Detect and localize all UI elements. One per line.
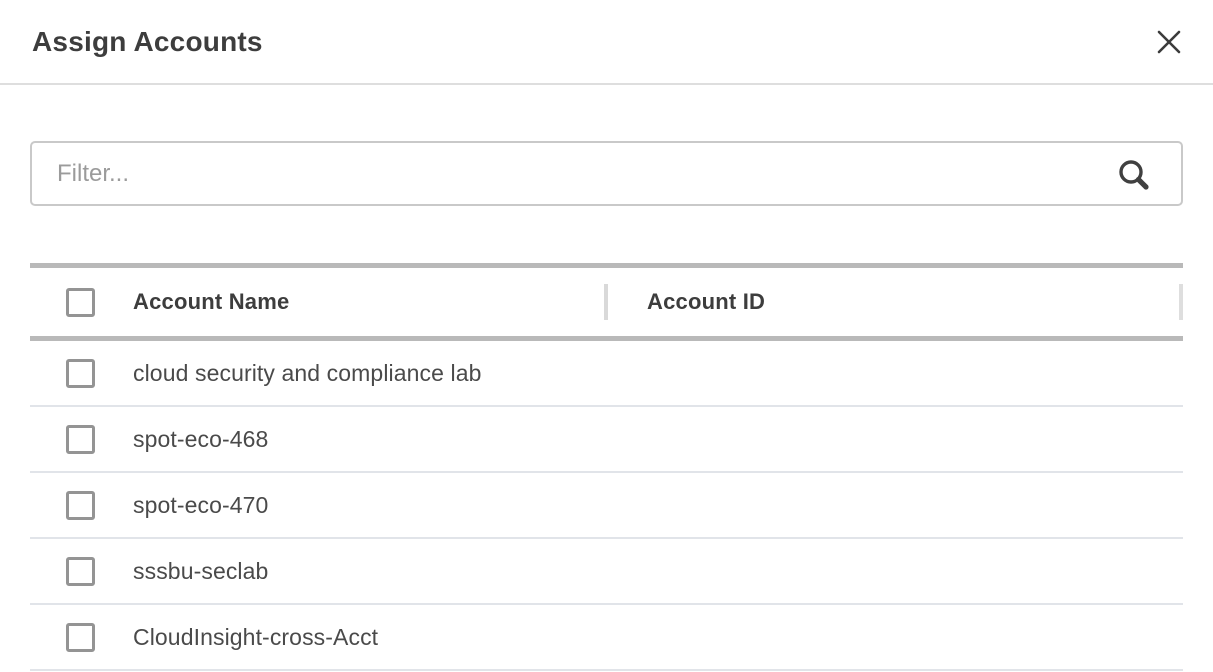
table-row: spot-eco-468 bbox=[30, 407, 1183, 473]
column-header-label: Account Name bbox=[133, 289, 290, 314]
checkbox-cell bbox=[30, 622, 123, 652]
account-name-cell: sssbu-seclab bbox=[133, 557, 269, 584]
table-row: CloudInsight-cross-Acct bbox=[30, 605, 1183, 671]
column-divider bbox=[604, 284, 608, 320]
account-name-cell: CloudInsight-cross-Acct bbox=[133, 623, 379, 650]
table-row: sssbu-seclab bbox=[30, 539, 1183, 605]
checkbox-cell bbox=[30, 424, 123, 454]
account-name-cell: spot-eco-470 bbox=[133, 491, 269, 518]
page-title: Assign Accounts bbox=[32, 25, 263, 57]
row-checkbox[interactable] bbox=[66, 358, 95, 388]
column-header-label: Account ID bbox=[647, 289, 766, 314]
checkbox-cell bbox=[30, 358, 123, 388]
table-header-row: Account Name Account ID bbox=[30, 268, 1183, 336]
close-button[interactable] bbox=[1151, 24, 1187, 60]
table-header-bottom-bar bbox=[30, 336, 1183, 341]
select-all-checkbox[interactable] bbox=[66, 287, 95, 317]
column-header-account-id[interactable]: Account ID bbox=[604, 289, 1183, 315]
column-header-account-name[interactable]: Account Name bbox=[123, 289, 604, 315]
checkbox-cell bbox=[30, 556, 123, 586]
checkbox-cell bbox=[30, 490, 123, 520]
close-icon bbox=[1157, 30, 1181, 53]
row-checkbox[interactable] bbox=[66, 424, 95, 454]
row-checkbox[interactable] bbox=[66, 622, 95, 652]
filter-field bbox=[30, 141, 1183, 206]
filter-input[interactable] bbox=[32, 143, 1181, 204]
row-checkbox[interactable] bbox=[66, 490, 95, 520]
account-name-cell: cloud security and compliance lab bbox=[133, 359, 482, 386]
account-name-cell: spot-eco-468 bbox=[133, 425, 269, 452]
row-checkbox[interactable] bbox=[66, 556, 95, 586]
table-row: spot-eco-470 bbox=[30, 473, 1183, 539]
table-row: cloud security and compliance lab bbox=[30, 341, 1183, 407]
select-all-cell bbox=[30, 287, 123, 317]
table-top-bar bbox=[30, 263, 1183, 268]
modal-body: Account Name Account ID cloud security a… bbox=[0, 141, 1213, 671]
modal-header: Assign Accounts bbox=[0, 0, 1213, 85]
column-divider bbox=[1179, 284, 1183, 320]
accounts-table: Account Name Account ID cloud security a… bbox=[30, 263, 1183, 671]
